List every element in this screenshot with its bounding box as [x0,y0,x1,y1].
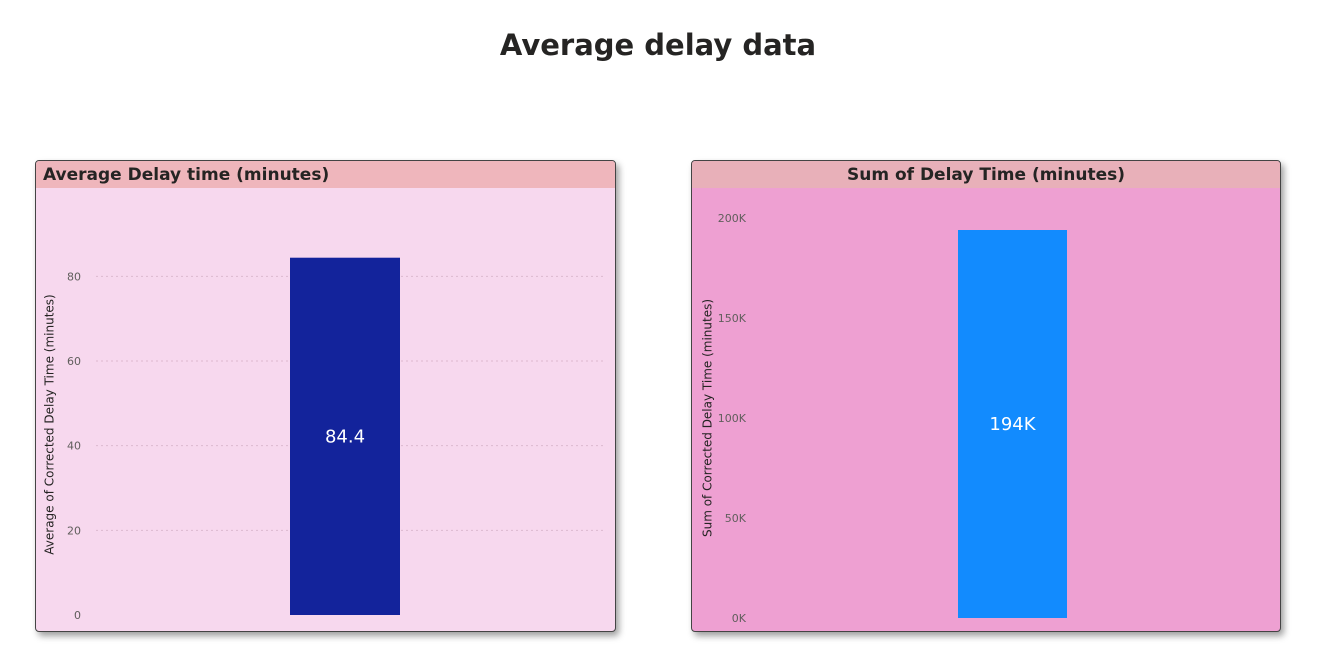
sum-delay-card: Sum of Delay Time (minutes) Sum of Corre… [691,160,1281,632]
average-delay-y-tick-label: 20 [67,524,81,537]
average-delay-bar-data-label: 84.4 [325,426,365,447]
sum-delay-y-tick-label: 200K [718,212,747,225]
sum-delay-y-tick-label: 100K [718,412,747,425]
average-delay-chart: Average of Corrected Delay Time (minutes… [43,257,606,622]
average-delay-y-axis-title: Average of Corrected Delay Time (minutes… [43,294,57,554]
sum-delay-y-axis-title: Sum of Corrected Delay Time (minutes) [701,299,715,537]
average-delay-y-tick-label: 80 [67,270,81,283]
sum-delay-bar[interactable] [958,230,1067,618]
average-delay-y-tick-label: 40 [67,440,81,453]
sum-delay-y-tick-label: 50K [725,512,747,525]
average-delay-y-tick-label: 60 [67,355,81,368]
sum-delay-chart: Sum of Corrected Delay Time (minutes) 0K… [701,212,1067,625]
average-delay-card: Average Delay time (minutes) Average of … [35,160,616,632]
average-delay-y-tick-label: 0 [74,609,81,622]
sum-delay-y-tick-label: 150K [718,312,747,325]
sum-delay-bar-data-label: 194K [989,414,1036,435]
sum-delay-y-tick-label: 0K [732,612,747,625]
sum-delay-card-title: Sum of Delay Time (minutes) [692,161,1280,188]
page-title: Average delay data [499,28,817,62]
average-delay-bar[interactable] [290,257,400,615]
average-delay-card-title: Average Delay time (minutes) [36,161,615,188]
